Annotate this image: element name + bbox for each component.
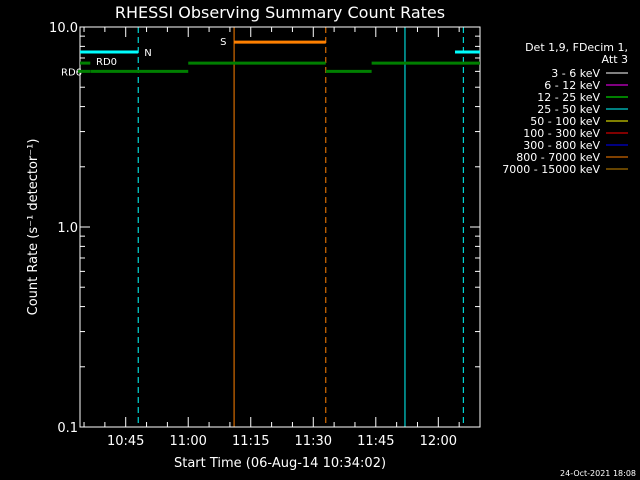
legend-entry-label: 7000 - 15000 keV [502, 163, 600, 176]
legend-entry-label: 12 - 25 keV [537, 91, 600, 104]
legend-entry-label: 100 - 300 keV [523, 127, 600, 140]
plot-area: 0.1 1.0 10.0 10:45 11:00 11:15 11:30 11:45 12:00… [49, 21, 481, 449]
footer-timestamp: 24-Oct-2021 18:08 [560, 469, 636, 478]
x-tick-label: 11:15 [232, 434, 269, 449]
legend-entry-label: 800 - 7000 keV [516, 151, 600, 164]
flag-label-rd6: RD6 [61, 67, 82, 78]
legend-entry-label: 50 - 100 keV [530, 115, 600, 128]
x-tick-label: 10:45 [107, 434, 144, 449]
x-axis-label: Start Time (06-Aug-14 10:34:02) [174, 456, 386, 471]
x-tick-label: 11:45 [357, 434, 394, 449]
y-tick-label: 10.0 [49, 21, 78, 36]
legend-entry-label: 300 - 800 keV [523, 139, 600, 152]
axes-frame [79, 26, 481, 428]
x-tick-label: 12:00 [420, 434, 457, 449]
legend-header-line: Det 1,9, FDecim 1, [525, 41, 628, 54]
x-tick-label: 11:30 [295, 434, 332, 449]
legend-entry-label: 3 - 6 keV [551, 67, 600, 80]
y-tick-label: 0.1 [57, 421, 78, 436]
legend-entry-label: 25 - 50 keV [537, 103, 600, 116]
flag-label-rd0: RD0 [96, 57, 117, 68]
y-tick-label: 1.0 [57, 221, 78, 236]
legend-header-line: Att 3 [602, 53, 628, 66]
x-tick-label: 11:00 [169, 434, 206, 449]
flag-label-n: N [144, 48, 151, 59]
y-axis-label: Count Rate (s⁻¹ detector⁻¹) [26, 139, 41, 316]
legend-entry-label: 6 - 12 keV [544, 79, 600, 92]
flag-label-s: S [220, 37, 226, 48]
chart-title: RHESSI Observing Summary Count Rates [115, 3, 445, 22]
